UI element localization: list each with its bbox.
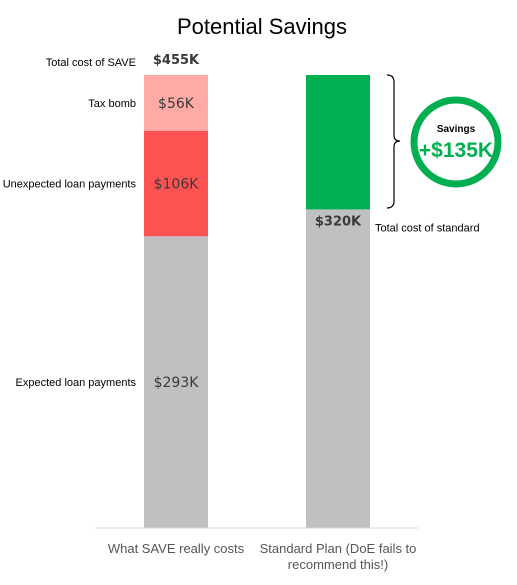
category-tick-label: What SAVE really costs <box>108 541 245 556</box>
total-caption: Total cost of standard <box>375 222 480 234</box>
bar-segment-expected-loan-payments-2 <box>306 209 370 528</box>
savings-badge <box>410 96 502 188</box>
chart-title: Potential Savings <box>177 14 347 39</box>
series-label: Expected loan payments <box>16 377 137 389</box>
labels-layer: $293K Expected loan payments $106K Unexpect… <box>3 53 480 572</box>
total-value-label: $455K <box>153 53 200 68</box>
segment-value-label: $106K <box>154 177 200 193</box>
segment-value-label: $56K <box>158 96 195 112</box>
savings-brace <box>386 74 401 209</box>
savings-title: Savings <box>437 124 476 135</box>
total-caption: Total cost of SAVE <box>46 57 136 69</box>
total-value-label: $320K <box>315 214 362 229</box>
series-label: Tax bomb <box>88 98 136 110</box>
series-label: Unexpected loan payments <box>3 179 137 191</box>
category-tick-label: Standard Plan (DoE fails to <box>260 541 417 556</box>
bar-segment-tax-bomb-1 <box>144 75 208 131</box>
category-tick-label: recommend this!) <box>288 557 388 572</box>
bar-segment-expected-loan-payments-1 <box>144 236 208 529</box>
bar-segment-savings-2 <box>306 75 370 210</box>
segment-value-label: $293K <box>154 375 200 391</box>
bar-segment-unexpected-loan-payments-1 <box>144 130 208 237</box>
savings-value: +$135K <box>419 139 493 162</box>
bars-layer <box>144 75 370 529</box>
